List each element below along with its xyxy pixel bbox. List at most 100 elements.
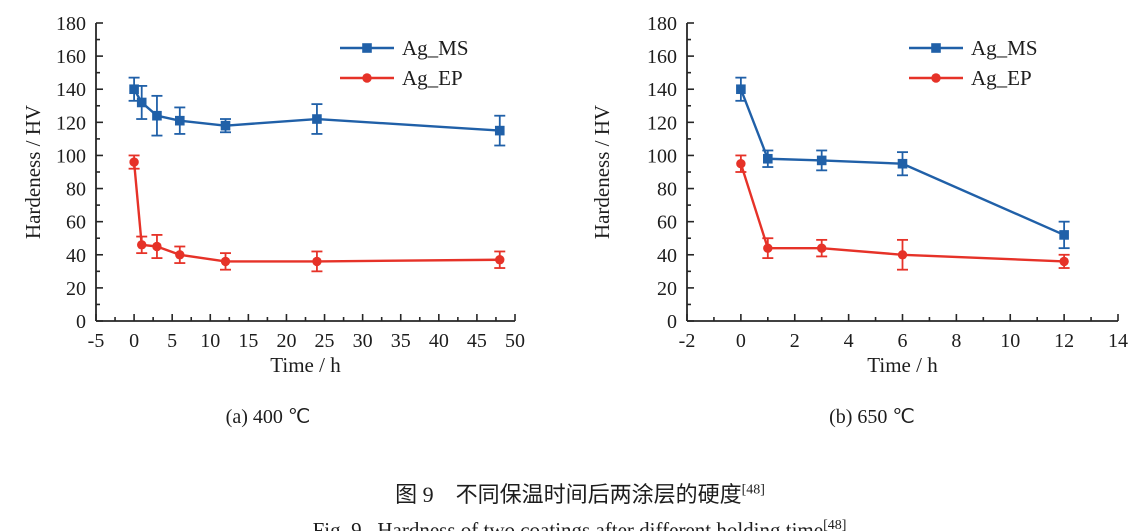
x-tick-label: -2 bbox=[679, 330, 696, 352]
legend-item-Ag_MS: Ag_MS bbox=[340, 36, 469, 60]
y-tick-label: 100 bbox=[56, 145, 86, 167]
y-tick-label: 80 bbox=[66, 179, 86, 201]
square-marker bbox=[931, 43, 941, 53]
x-tick-label: 8 bbox=[951, 330, 961, 352]
square-marker bbox=[494, 125, 505, 136]
legend-item-Ag_EP: Ag_EP bbox=[340, 66, 463, 90]
ticks bbox=[686, 22, 1119, 322]
ticks bbox=[95, 22, 516, 322]
y-axis-label: Hardeness / HV bbox=[21, 105, 45, 239]
x-tick-label: 5 bbox=[167, 330, 177, 352]
caption-en-text: Fig. 9 Hardness of two coatings after di… bbox=[312, 518, 824, 531]
circle-marker bbox=[137, 240, 147, 250]
tick-labels: -5 0 5 10 15 20 25 30 35 40 45 50020406080100120140… bbox=[56, 13, 525, 352]
square-marker bbox=[736, 84, 746, 95]
x-tick-label: 40 bbox=[429, 330, 449, 352]
caption-zh-reference: [48] bbox=[741, 482, 765, 498]
circle-marker bbox=[362, 73, 372, 83]
x-axis-label: Time / h bbox=[270, 353, 341, 377]
legend-label: Ag_MS bbox=[402, 36, 469, 60]
subfig-label-b: (b) 650 ℃ bbox=[829, 406, 915, 428]
circle-marker bbox=[312, 256, 322, 267]
caption-zh-text: 图 9 不同保温时间后两涂层的硬度 bbox=[395, 482, 742, 507]
circle-marker bbox=[495, 255, 505, 265]
circle-marker bbox=[152, 241, 162, 252]
square-marker bbox=[220, 120, 231, 131]
y-tick-label: 140 bbox=[647, 79, 677, 101]
series-line bbox=[132, 161, 500, 263]
square-marker bbox=[129, 84, 139, 95]
square-marker bbox=[763, 153, 773, 164]
chart-400c: -5 0 5 10 15 20 25 30 35 40 45 50020406080100120140… bbox=[21, 13, 525, 377]
square-marker bbox=[897, 158, 908, 169]
caption-en-reference: [48] bbox=[823, 518, 847, 531]
x-tick-label: 45 bbox=[467, 330, 487, 352]
x-tick-label: 10 bbox=[1000, 330, 1020, 352]
square-marker bbox=[152, 110, 162, 121]
y-tick-label: 20 bbox=[657, 278, 677, 300]
x-tick-label: 0 bbox=[129, 330, 139, 352]
x-tick-label: 25 bbox=[315, 330, 335, 352]
square-marker bbox=[816, 155, 827, 166]
square-marker bbox=[136, 97, 147, 108]
x-tick-label: 35 bbox=[391, 330, 411, 352]
x-tick-label: 2 bbox=[790, 330, 800, 352]
y-tick-label: 160 bbox=[56, 46, 86, 68]
square-marker bbox=[175, 115, 185, 126]
x-tick-label: 10 bbox=[200, 330, 220, 352]
x-tick-label: 50 bbox=[505, 330, 525, 352]
circle-marker bbox=[931, 73, 941, 83]
x-tick-label: 20 bbox=[276, 330, 296, 352]
x-axis-label: Time / h bbox=[867, 353, 938, 377]
circle-marker bbox=[816, 243, 827, 253]
circle-marker bbox=[175, 250, 185, 260]
circle-marker bbox=[129, 157, 139, 167]
y-tick-label: 120 bbox=[647, 112, 677, 134]
series-Ag_MS bbox=[128, 76, 506, 147]
x-tick-label: 6 bbox=[898, 330, 908, 352]
x-tick-label: 4 bbox=[844, 330, 854, 352]
x-tick-label: -5 bbox=[88, 330, 105, 352]
figure-caption-zh: 图 9 不同保温时间后两涂层的硬度[48] bbox=[0, 451, 1138, 531]
y-tick-label: 40 bbox=[66, 245, 86, 267]
legend: Ag_MS Ag_EP bbox=[909, 36, 1038, 90]
subfig-label-a: (a) 400 ℃ bbox=[225, 406, 311, 428]
x-tick-label: 30 bbox=[353, 330, 373, 352]
circle-marker bbox=[1059, 256, 1069, 267]
series-Ag_EP bbox=[128, 154, 506, 273]
legend: Ag_MS Ag_EP bbox=[340, 36, 469, 90]
y-tick-label: 60 bbox=[657, 212, 677, 234]
circle-marker bbox=[220, 256, 231, 267]
y-tick-label: 40 bbox=[657, 245, 677, 267]
y-tick-label: 80 bbox=[657, 179, 677, 201]
square-marker bbox=[1059, 230, 1069, 240]
y-tick-label: 180 bbox=[56, 13, 86, 35]
x-tick-label: 12 bbox=[1054, 330, 1074, 352]
legend-item-Ag_MS: Ag_MS bbox=[909, 36, 1038, 60]
y-tick-label: 60 bbox=[66, 212, 86, 234]
legend-label: Ag_EP bbox=[402, 66, 463, 90]
x-tick-label: 14 bbox=[1108, 330, 1128, 352]
y-tick-label: 160 bbox=[647, 46, 677, 68]
y-tick-label: 0 bbox=[667, 311, 677, 333]
y-tick-label: 20 bbox=[66, 278, 86, 300]
y-tick-label: 180 bbox=[647, 13, 677, 35]
y-tick-label: 120 bbox=[56, 112, 86, 134]
legend-label: Ag_EP bbox=[971, 66, 1032, 90]
series-Ag_MS bbox=[735, 76, 1070, 250]
circle-marker bbox=[736, 159, 746, 169]
x-tick-label: 0 bbox=[736, 330, 746, 352]
legend-item-Ag_EP: Ag_EP bbox=[909, 66, 1032, 90]
series-Ag_EP bbox=[735, 154, 1070, 271]
square-marker bbox=[312, 114, 322, 124]
circle-marker bbox=[763, 243, 773, 253]
circle-marker bbox=[897, 250, 908, 260]
legend-label: Ag_MS bbox=[971, 36, 1038, 60]
y-tick-label: 100 bbox=[647, 145, 677, 167]
chart-650c: -2 0 2 4 6 8 10 12 14020406080100120140160180Tim… bbox=[590, 13, 1128, 377]
y-tick-label: 0 bbox=[76, 311, 86, 333]
x-tick-label: 15 bbox=[238, 330, 258, 352]
square-marker bbox=[362, 43, 372, 53]
